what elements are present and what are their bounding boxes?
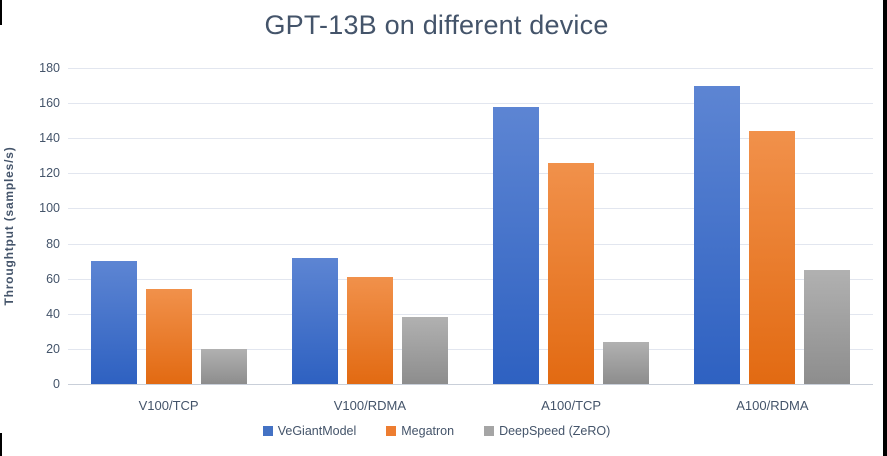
legend-label: VeGiantModel (277, 424, 357, 438)
bar-deepspeed-zero- (804, 269, 851, 384)
bar-deepspeed-zero- (401, 317, 448, 384)
bar-vegiantmodel (90, 261, 137, 384)
chart-title: GPT-13B on different device (264, 10, 609, 40)
bar-megatron (145, 289, 192, 384)
bar-deepspeed-zero- (200, 348, 247, 384)
bar-megatron (749, 131, 796, 384)
legend-label: Megatron (401, 424, 455, 438)
y-tick-label: 80 (46, 236, 60, 251)
y-tick-label: 160 (39, 96, 60, 111)
gridline (68, 68, 873, 69)
legend-swatch-icon (484, 426, 495, 436)
screen-edge-artifact-top-left (0, 0, 2, 25)
legend-item-megatron: Megatron (386, 424, 454, 438)
gridline (68, 103, 873, 105)
screen-edge-artifact-right (883, 0, 887, 456)
y-tick-label: 100 (39, 201, 60, 216)
legend-swatch-icon (386, 426, 397, 436)
bar-group-v100-rdma (269, 68, 470, 384)
gridline (68, 138, 873, 140)
y-tick-label: 140 (39, 131, 60, 146)
x-category-label: V100/RDMA (333, 398, 406, 413)
legend-swatch-icon (262, 426, 273, 436)
legend: VeGiantModel Megatron DeepSpeed (ZeRO) (0, 424, 873, 438)
bar-group-a100-tcp (471, 68, 672, 384)
bar-deepspeed-zero- (603, 341, 650, 384)
legend-item-deepspeed-zero-: DeepSpeed (ZeRO) (484, 424, 610, 438)
x-category-label: V100/TCP (138, 398, 199, 413)
gridline (68, 313, 873, 315)
bar-megatron (346, 276, 393, 384)
gridline (68, 173, 873, 175)
y-tick-label: 60 (46, 271, 60, 286)
bar-group-a100-rdma (672, 68, 873, 384)
bar-group-v100-tcp (68, 68, 269, 384)
y-tick-label: 120 (39, 166, 60, 181)
y-tick-label: 180 (39, 61, 60, 75)
legend-label: DeepSpeed (ZeRO) (499, 424, 611, 438)
gridline (68, 278, 873, 280)
y-tick-label: 0 (53, 377, 60, 391)
gridline (68, 348, 873, 350)
legend-item-vegiantmodel: VeGiantModel (262, 424, 357, 438)
y-tick-label: 20 (46, 341, 60, 356)
bar-vegiantmodel (694, 85, 741, 384)
x-category-label: A100/RDMA (736, 398, 809, 413)
bar-vegiantmodel (291, 257, 338, 384)
y-tick-label: 40 (46, 306, 60, 321)
bar-vegiantmodel (493, 106, 540, 384)
gridline (68, 243, 873, 245)
x-category-label: A100/TCP (541, 398, 602, 413)
screen-edge-artifact-bottom-left (0, 433, 2, 456)
gridline (68, 208, 873, 210)
x-axis-line (68, 384, 873, 385)
bar-megatron (548, 162, 595, 384)
